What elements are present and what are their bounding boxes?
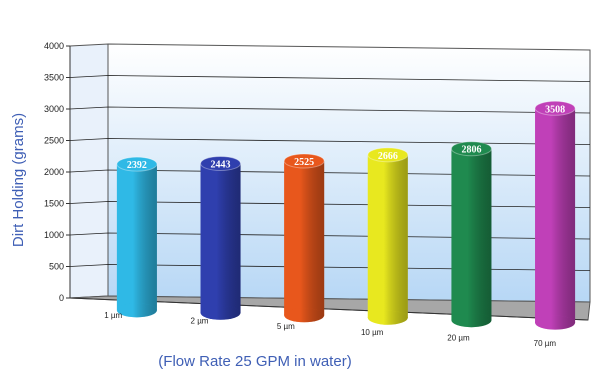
x-category-labels: 1 µm 2 µm 5 µm 10 µm 20 µm 70 µm bbox=[104, 311, 556, 348]
y-tick-label: 3000 bbox=[44, 104, 64, 114]
gridline bbox=[69, 201, 591, 208]
bar-top bbox=[283, 153, 325, 169]
gridline bbox=[69, 232, 591, 240]
gridline bbox=[69, 75, 591, 82]
bar-top bbox=[450, 141, 492, 157]
bar-top bbox=[116, 156, 158, 172]
bar-shade bbox=[535, 108, 576, 323]
y-tick-label: 500 bbox=[49, 262, 64, 272]
x-category-label: 70 µm bbox=[534, 339, 557, 348]
y-tick-label: 1500 bbox=[44, 199, 64, 209]
bar-shade bbox=[367, 154, 408, 318]
bar-top bbox=[367, 147, 409, 163]
y-tick-label: 2000 bbox=[44, 167, 64, 177]
x-category-label: 20 µm bbox=[447, 334, 470, 343]
x-axis-title: (Flow Rate 25 GPM in water) bbox=[158, 353, 351, 370]
bars: 2392 2443 2525 2666 2806 3508 bbox=[116, 100, 576, 330]
bar-base-shade bbox=[200, 305, 241, 320]
bar-3: 2666 bbox=[367, 147, 409, 325]
bar-1: 2443 bbox=[200, 156, 242, 320]
bar-value-label: 2806 bbox=[461, 145, 481, 156]
x-category-label: 2 µm bbox=[191, 317, 209, 326]
bar-shade bbox=[284, 160, 325, 316]
x-category-label: 1 µm bbox=[104, 311, 122, 320]
bar-base-shade bbox=[451, 313, 492, 328]
bar-value-label: 2525 bbox=[294, 157, 314, 168]
y-tick-labels: 0 500 1000 1500 2000 2500 3000 3500 4000 bbox=[44, 41, 64, 303]
bar-base-shade bbox=[535, 315, 576, 330]
bar-value-label: 2443 bbox=[211, 160, 231, 171]
bar-4: 2806 bbox=[450, 141, 492, 328]
bar-2: 2525 bbox=[283, 153, 325, 323]
bar-shade bbox=[451, 148, 492, 321]
x-category-label: 5 µm bbox=[277, 322, 295, 331]
gridlines bbox=[66, 45, 591, 299]
bar-shade bbox=[116, 164, 157, 311]
bar-base-shade bbox=[116, 303, 157, 318]
bar-top bbox=[200, 156, 242, 172]
bar-base-shade bbox=[284, 308, 325, 323]
gridline bbox=[69, 169, 591, 177]
gridline bbox=[69, 138, 591, 145]
bar-top bbox=[534, 100, 576, 116]
bar-5: 3508 bbox=[534, 100, 576, 330]
x-category-label: 10 µm bbox=[361, 328, 384, 337]
y-tick-label: 2500 bbox=[44, 136, 64, 146]
gridline bbox=[69, 106, 591, 114]
y-tick-label: 0 bbox=[59, 293, 64, 303]
bar-value-label: 2392 bbox=[127, 160, 147, 171]
bar-value-label: 3508 bbox=[545, 104, 565, 115]
y-tick-label: 4000 bbox=[44, 41, 64, 51]
y-axis-title: Dirt Holding (grams) bbox=[10, 113, 27, 247]
y-tick-label: 1000 bbox=[44, 230, 64, 240]
bar-shade bbox=[200, 163, 241, 313]
bar-value-label: 2666 bbox=[378, 151, 398, 162]
y-tick-label: 3500 bbox=[44, 73, 64, 83]
gridline bbox=[69, 264, 591, 271]
bar-0: 2392 bbox=[116, 156, 158, 318]
bar-base-shade bbox=[367, 310, 408, 325]
